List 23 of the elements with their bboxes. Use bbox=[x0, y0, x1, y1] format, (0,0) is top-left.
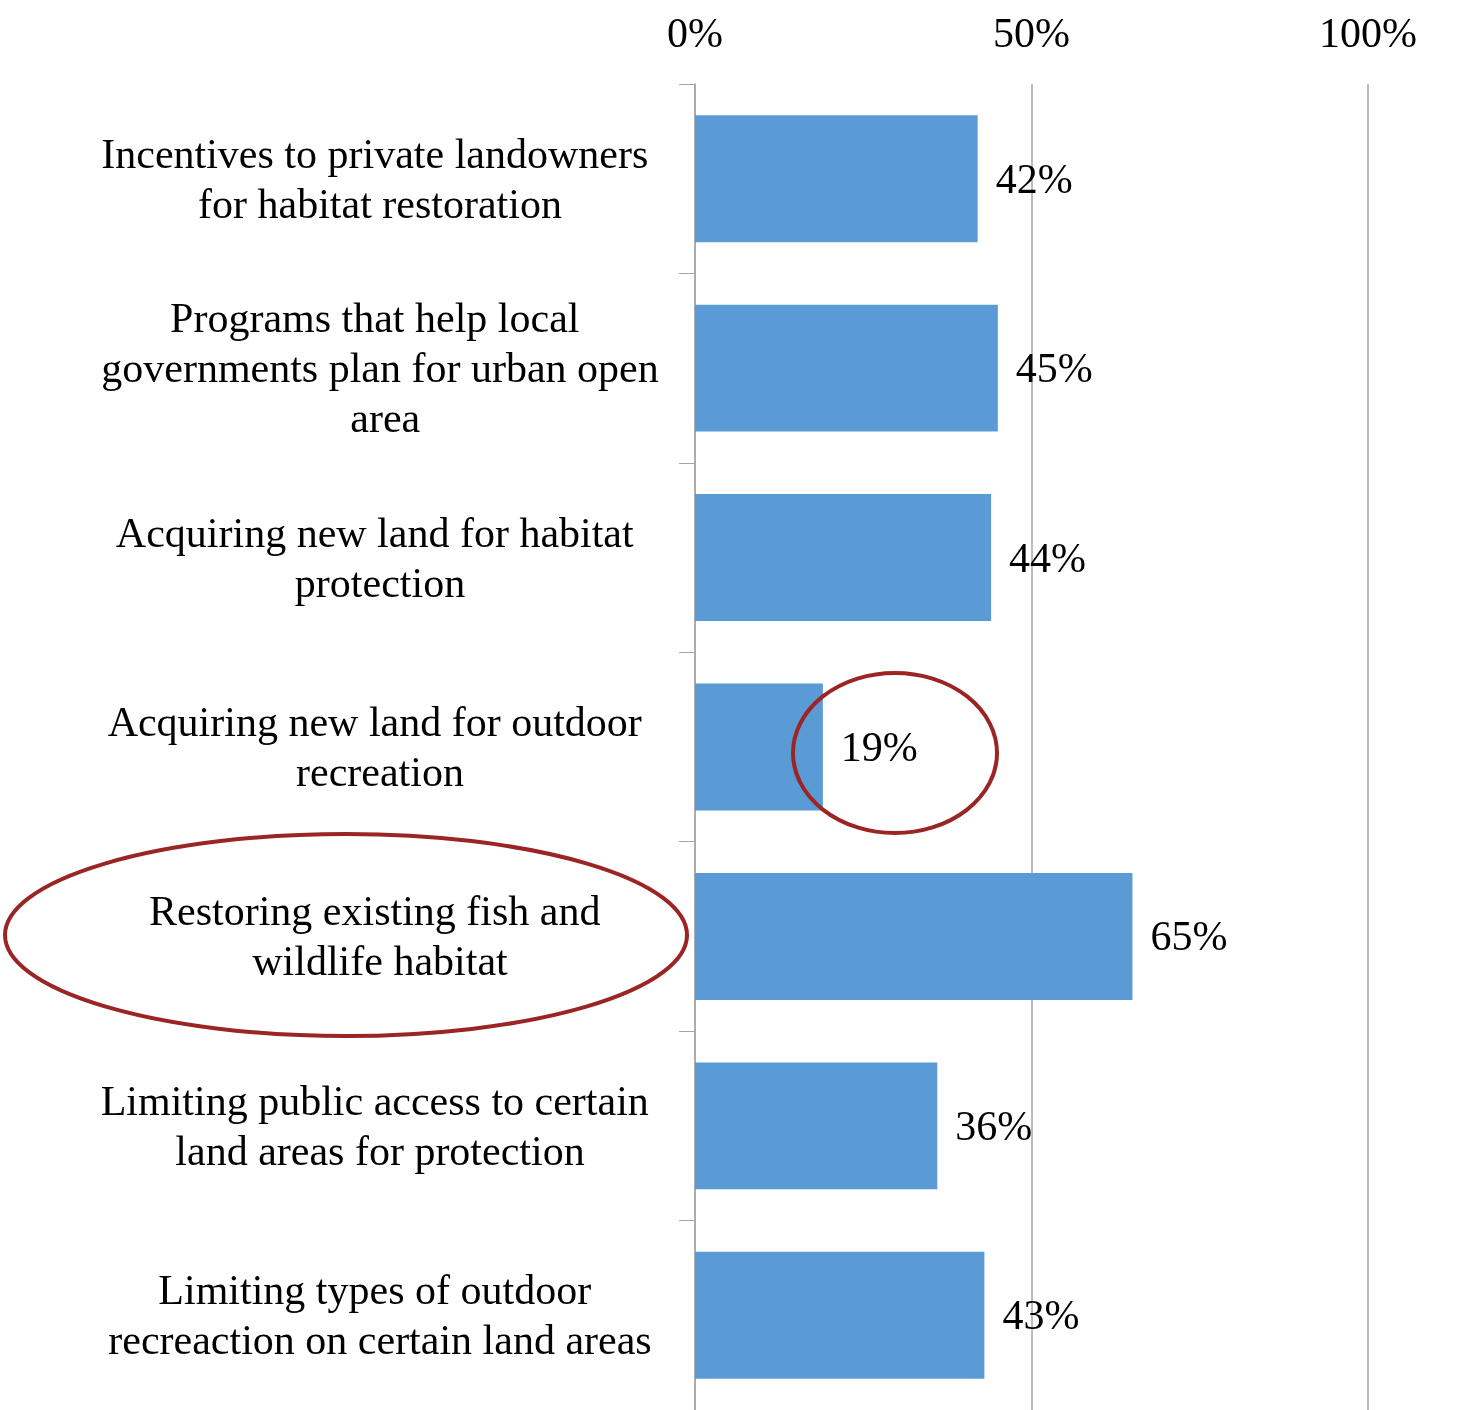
bar bbox=[695, 1062, 938, 1190]
data-label: 65% bbox=[1150, 913, 1228, 960]
data-label: 42% bbox=[995, 155, 1073, 202]
bar bbox=[695, 494, 992, 622]
bar bbox=[695, 115, 978, 243]
y-tick-label: Programs that help local governments plan for urban open area bbox=[101, 295, 659, 442]
y-tick-label: Incentives to private landowners for habitat restoration bbox=[101, 130, 659, 227]
data-label: 45% bbox=[1015, 345, 1093, 392]
bar bbox=[695, 1251, 985, 1379]
x-tick-label: 0% bbox=[667, 10, 723, 56]
y-tick-label: Limiting types of outdoor recreaction on certain land areas bbox=[108, 1267, 652, 1364]
y-tick-label: Acquiring new land for outdoor recreation bbox=[107, 699, 653, 795]
y-tick-label: Restoring existing fish and wildlife habitat bbox=[149, 888, 611, 985]
bar bbox=[695, 872, 1133, 1000]
x-tick-label: 50% bbox=[993, 10, 1070, 56]
data-label: 19% bbox=[840, 724, 918, 770]
data-label: 36% bbox=[955, 1102, 1033, 1149]
x-tick-label: 100% bbox=[1319, 10, 1417, 56]
data-label: 44% bbox=[1009, 534, 1087, 581]
bar bbox=[695, 304, 998, 432]
y-tick-label: Acquiring new land for habitat protection bbox=[115, 509, 645, 606]
data-label: 43% bbox=[1002, 1292, 1080, 1339]
y-tick-label: Limiting public access to certain land areas for protection bbox=[100, 1077, 660, 1174]
